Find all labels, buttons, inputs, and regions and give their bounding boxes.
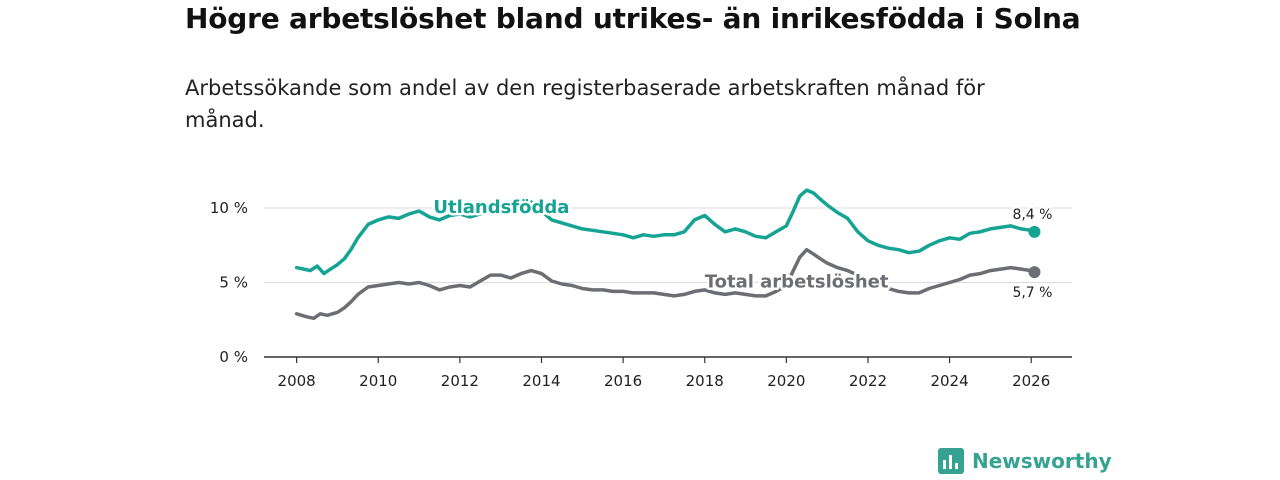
series-label-utlandsfodda: Utlandsfödda	[433, 197, 569, 218]
y-tick-label-0: 0 %	[219, 348, 248, 366]
labels: Utlandsfödda Total arbetslöshet 8,4 % 5,7 %	[431, 195, 1055, 303]
x-tick-label-2008: 2008	[278, 372, 316, 390]
x-tick-label-2022: 2022	[849, 372, 887, 390]
series-line-utlandsfodda	[294, 188, 1037, 276]
newsworthy-icon	[938, 448, 964, 474]
end-point-total	[1028, 266, 1041, 279]
brand-logo: Newsworthy	[938, 448, 1112, 474]
x-tick-label-2024: 2024	[930, 372, 968, 390]
end-value-label-total: 5,7 %	[1012, 285, 1052, 301]
series-line-total	[294, 247, 1037, 321]
x-tick-label-2014: 2014	[522, 372, 560, 390]
chart-title: Högre arbetslöshet bland utrikes- än inr…	[185, 2, 1081, 35]
end-point-utlandsfodda	[1028, 225, 1041, 238]
chart-subtitle: Arbetssökande som andel av den registerb…	[185, 76, 985, 132]
end-value-label-utlandsfodda: 8,4 %	[1012, 207, 1052, 223]
x-tick-label-2020: 2020	[767, 372, 805, 390]
series	[294, 188, 1041, 321]
x-tick-label-2018: 2018	[686, 372, 724, 390]
x-tick-label-2010: 2010	[359, 372, 397, 390]
y-tick-label-5: 5 %	[219, 274, 248, 292]
series-label-total: Total arbetslöshet	[705, 272, 889, 293]
brand-name: Newsworthy	[972, 449, 1112, 473]
axes: 0 % 5 % 10 % 2008 2010 2012 2014 2016 2018 2020 20…	[210, 199, 1072, 390]
x-tick-label-2026: 2026	[1012, 372, 1050, 390]
y-tick-label-10: 10 %	[210, 199, 248, 217]
x-tick-label-2016: 2016	[604, 372, 642, 390]
x-tick-label-2012: 2012	[441, 372, 479, 390]
